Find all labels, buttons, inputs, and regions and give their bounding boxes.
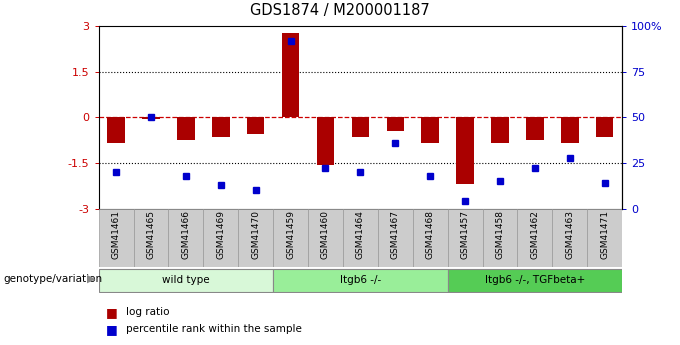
Text: GSM41464: GSM41464 xyxy=(356,210,365,259)
Text: ■: ■ xyxy=(105,323,117,336)
Text: GSM41458: GSM41458 xyxy=(496,210,505,259)
Bar xyxy=(317,117,334,165)
Bar xyxy=(282,33,299,117)
Bar xyxy=(273,269,447,292)
Text: GSM41460: GSM41460 xyxy=(321,210,330,259)
Bar xyxy=(99,269,273,292)
Bar xyxy=(308,209,343,267)
Bar xyxy=(588,209,622,267)
Text: GSM41461: GSM41461 xyxy=(112,210,120,259)
Text: wild type: wild type xyxy=(162,275,209,285)
Bar xyxy=(273,209,308,267)
Bar xyxy=(99,209,133,267)
Text: GSM41470: GSM41470 xyxy=(251,210,260,259)
Text: GSM41463: GSM41463 xyxy=(565,210,575,259)
Text: ■: ■ xyxy=(105,306,117,319)
Bar xyxy=(447,209,483,267)
Bar xyxy=(447,269,622,292)
Text: GSM41459: GSM41459 xyxy=(286,210,295,259)
Bar xyxy=(142,117,160,119)
Text: GSM41469: GSM41469 xyxy=(216,210,225,259)
Bar xyxy=(422,117,439,143)
Text: GSM41467: GSM41467 xyxy=(391,210,400,259)
Text: GSM41466: GSM41466 xyxy=(182,210,190,259)
Bar xyxy=(352,117,369,137)
Bar xyxy=(491,117,509,143)
Text: genotype/variation: genotype/variation xyxy=(3,274,103,284)
Bar xyxy=(169,209,203,267)
Text: GSM41462: GSM41462 xyxy=(530,210,539,259)
Bar xyxy=(343,209,378,267)
Bar xyxy=(386,117,404,131)
Bar xyxy=(517,209,552,267)
Bar xyxy=(526,117,544,140)
Text: GSM41471: GSM41471 xyxy=(600,210,609,259)
Bar xyxy=(212,117,230,137)
Bar xyxy=(413,209,447,267)
Bar xyxy=(107,117,124,143)
Bar xyxy=(378,209,413,267)
Bar xyxy=(247,117,265,134)
Bar xyxy=(238,209,273,267)
Bar xyxy=(177,117,194,140)
Text: percentile rank within the sample: percentile rank within the sample xyxy=(126,325,302,334)
Bar xyxy=(456,117,474,184)
Text: log ratio: log ratio xyxy=(126,307,169,317)
Text: GSM41457: GSM41457 xyxy=(460,210,470,259)
Text: GSM41465: GSM41465 xyxy=(146,210,156,259)
Text: Itgb6 -/-, TGFbeta+: Itgb6 -/-, TGFbeta+ xyxy=(485,275,585,285)
Text: GDS1874 / M200001187: GDS1874 / M200001187 xyxy=(250,3,430,18)
Bar xyxy=(483,209,517,267)
Bar xyxy=(133,209,169,267)
Bar xyxy=(596,117,613,137)
Text: Itgb6 -/-: Itgb6 -/- xyxy=(340,275,381,285)
Bar xyxy=(552,209,588,267)
Text: ▶: ▶ xyxy=(86,274,95,284)
Bar xyxy=(203,209,238,267)
Bar xyxy=(561,117,579,143)
Text: GSM41468: GSM41468 xyxy=(426,210,435,259)
